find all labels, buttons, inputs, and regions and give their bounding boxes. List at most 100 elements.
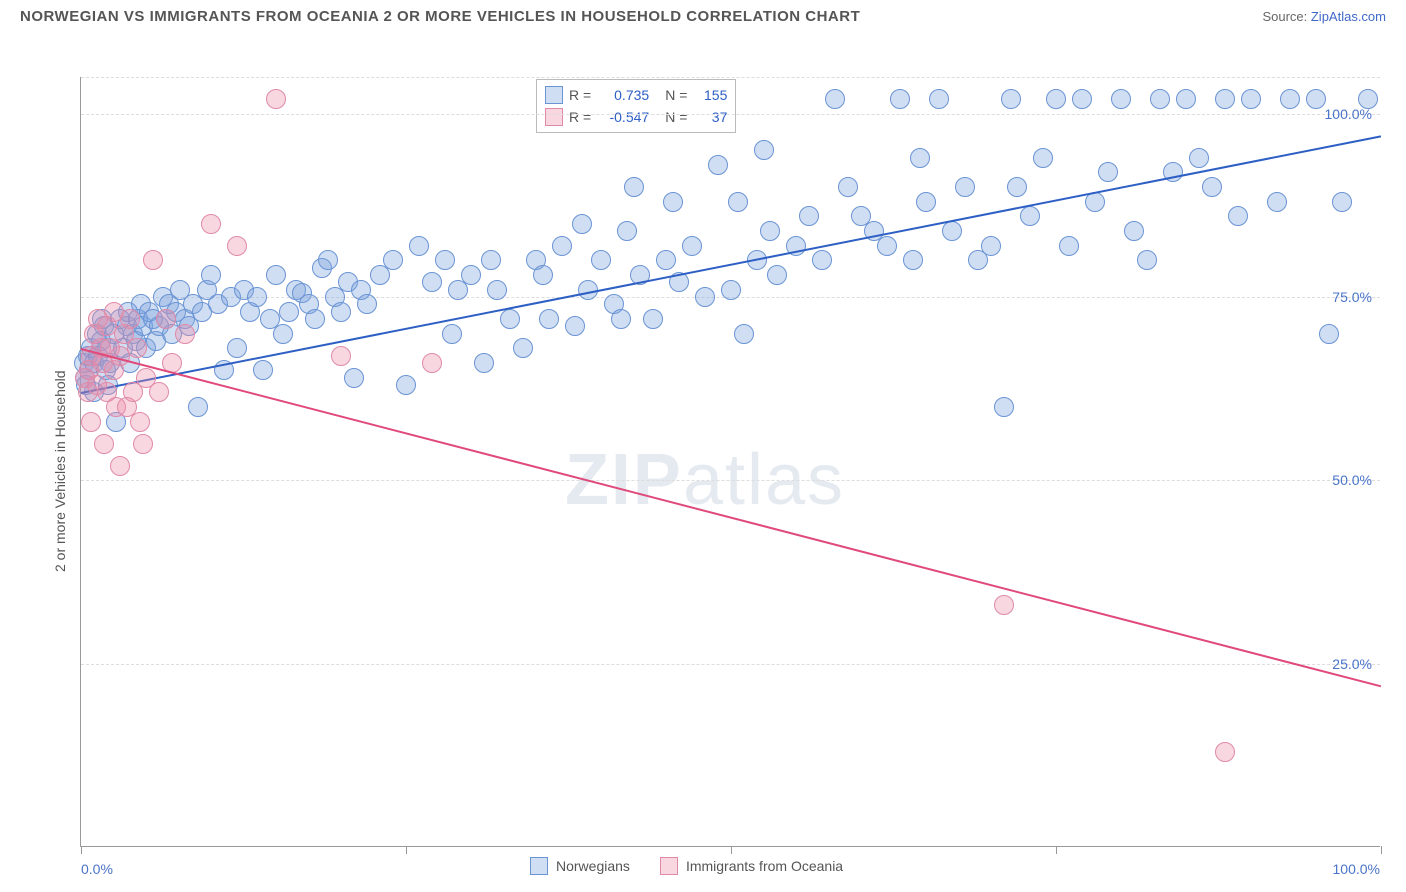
data-point xyxy=(357,294,377,314)
gridline xyxy=(81,114,1380,115)
data-point xyxy=(1137,250,1157,270)
data-point xyxy=(1059,236,1079,256)
data-point xyxy=(611,309,631,329)
data-point xyxy=(120,309,140,329)
data-point xyxy=(1007,177,1027,197)
data-point xyxy=(1267,192,1287,212)
data-point xyxy=(1228,206,1248,226)
legend-swatch xyxy=(545,108,563,126)
data-point xyxy=(188,397,208,417)
data-point xyxy=(942,221,962,241)
data-point xyxy=(994,595,1014,615)
data-point xyxy=(728,192,748,212)
data-point xyxy=(94,434,114,454)
data-point xyxy=(331,302,351,322)
data-point xyxy=(1098,162,1118,182)
x-tick xyxy=(406,846,407,854)
x-tick xyxy=(1381,846,1382,854)
x-tick xyxy=(1056,846,1057,854)
source-link[interactable]: ZipAtlas.com xyxy=(1311,9,1386,24)
data-point xyxy=(929,89,949,109)
data-point xyxy=(247,287,267,307)
data-point xyxy=(156,309,176,329)
data-point xyxy=(533,265,553,285)
data-point xyxy=(273,324,293,344)
data-point xyxy=(481,250,501,270)
data-point xyxy=(130,412,150,432)
data-point xyxy=(682,236,702,256)
data-point xyxy=(721,280,741,300)
gridline xyxy=(81,664,1380,665)
y-tick-label: 25.0% xyxy=(1332,656,1372,672)
data-point xyxy=(552,236,572,256)
data-point xyxy=(663,192,683,212)
data-point xyxy=(1150,89,1170,109)
data-point xyxy=(994,397,1014,417)
data-point xyxy=(695,287,715,307)
data-point xyxy=(253,360,273,380)
gridline xyxy=(81,480,1380,481)
data-point xyxy=(1189,148,1209,168)
data-point xyxy=(624,177,644,197)
data-point xyxy=(396,375,416,395)
data-point xyxy=(539,309,559,329)
data-point xyxy=(201,214,221,234)
data-point xyxy=(305,309,325,329)
data-point xyxy=(133,434,153,454)
data-point xyxy=(825,89,845,109)
data-point xyxy=(890,89,910,109)
series-legend: NorwegiansImmigrants from Oceania xyxy=(530,857,843,875)
data-point xyxy=(1072,89,1092,109)
x-tick xyxy=(731,846,732,854)
data-point xyxy=(474,353,494,373)
data-point xyxy=(799,206,819,226)
x-tick-label: 0.0% xyxy=(81,861,113,877)
data-point xyxy=(1020,206,1040,226)
data-point xyxy=(1215,89,1235,109)
data-point xyxy=(1241,89,1261,109)
y-tick-label: 50.0% xyxy=(1332,472,1372,488)
data-point xyxy=(1033,148,1053,168)
data-point xyxy=(1280,89,1300,109)
source-attribution: Source: ZipAtlas.com xyxy=(1262,9,1386,24)
data-point xyxy=(500,309,520,329)
data-point xyxy=(266,89,286,109)
data-point xyxy=(1046,89,1066,109)
data-point xyxy=(442,324,462,344)
data-point xyxy=(955,177,975,197)
data-point xyxy=(81,412,101,432)
data-point xyxy=(838,177,858,197)
data-point xyxy=(1215,742,1235,762)
data-point xyxy=(227,236,247,256)
data-point xyxy=(760,221,780,241)
trend-line xyxy=(81,348,1381,687)
data-point xyxy=(110,456,130,476)
y-tick-label: 75.0% xyxy=(1332,289,1372,305)
data-point xyxy=(461,265,481,285)
data-point xyxy=(1319,324,1339,344)
legend-swatch xyxy=(530,857,548,875)
data-point xyxy=(1001,89,1021,109)
data-point xyxy=(734,324,754,344)
data-point xyxy=(812,250,832,270)
gridline xyxy=(81,77,1380,78)
data-point xyxy=(487,280,507,300)
data-point xyxy=(513,338,533,358)
data-point xyxy=(331,346,351,366)
x-tick xyxy=(81,846,82,854)
chart-title: NORWEGIAN VS IMMIGRANTS FROM OCEANIA 2 O… xyxy=(20,8,860,25)
data-point xyxy=(383,250,403,270)
data-point xyxy=(143,250,163,270)
data-point xyxy=(127,338,147,358)
data-point xyxy=(279,302,299,322)
data-point xyxy=(1202,177,1222,197)
data-point xyxy=(910,148,930,168)
data-point xyxy=(318,250,338,270)
data-point xyxy=(1111,89,1131,109)
data-point xyxy=(708,155,728,175)
data-point xyxy=(617,221,637,241)
data-point xyxy=(175,324,195,344)
plot-area: ZIPatlas R = 0.735N = 155R = -0.547N = 3… xyxy=(80,77,1380,847)
data-point xyxy=(1124,221,1144,241)
data-point xyxy=(266,265,286,285)
